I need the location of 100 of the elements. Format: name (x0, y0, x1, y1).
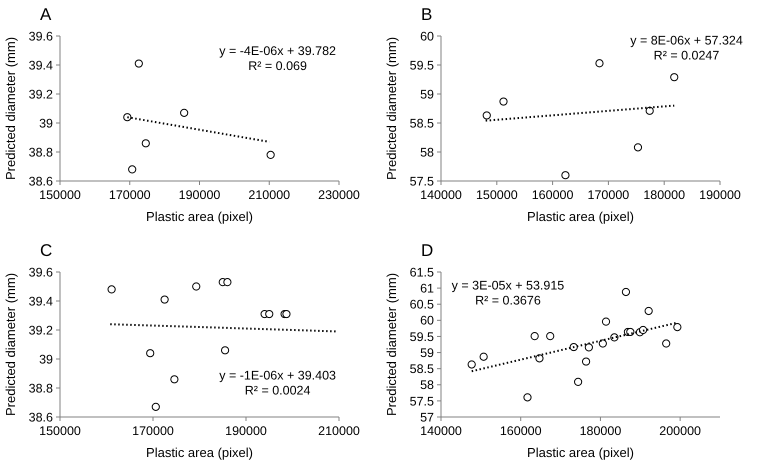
x-axis-title: Plastic area (pixel) (527, 209, 634, 224)
y-tick-label: 59 (420, 87, 434, 102)
y-tick-label: 58.5 (410, 116, 434, 130)
annotation: y = -4E-06x + 39.782 (219, 44, 336, 58)
x-tick-label: 200000 (659, 424, 702, 438)
annotation: y = -1E-06x + 39.403 (219, 368, 336, 382)
point (662, 339, 670, 348)
point (468, 360, 476, 369)
point (499, 97, 508, 106)
y-tick-label: 61 (420, 281, 434, 296)
point (266, 150, 275, 159)
chart-title: A (40, 5, 52, 24)
point (223, 278, 232, 286)
y-tick-label: 61.5 (410, 265, 434, 280)
x-tick-label: 160000 (532, 188, 574, 202)
chart-title: B (421, 5, 432, 24)
x-axis-title: Plastic area (pixel) (527, 445, 634, 460)
y-axis-title: Predicted diameter (mm) (384, 272, 399, 416)
annotation: y = 3E-05x + 53.915 (452, 278, 564, 292)
x-tick-label: 190000 (699, 188, 741, 202)
x-tick-label: 210000 (318, 424, 360, 438)
y-tick-label: 58 (420, 145, 434, 160)
point (480, 352, 488, 361)
point (123, 113, 132, 122)
y-tick-label: 39.6 (28, 265, 54, 280)
x-tick-label: 170000 (132, 424, 174, 438)
x-tick-label: 140000 (420, 424, 462, 438)
y-axis-title: Predicted diameter (mm) (384, 36, 399, 180)
y-tick-label: 57.5 (410, 394, 434, 408)
y-tick-label: 39.2 (28, 323, 54, 338)
x-tick-label: 150000 (39, 424, 81, 438)
point (170, 375, 178, 384)
x-tick-label: 160000 (500, 424, 542, 438)
y-tick-label: 38.6 (28, 410, 54, 424)
point (622, 288, 630, 296)
point (584, 343, 593, 352)
y-tick-label: 38.6 (28, 174, 54, 188)
y-tick-label: 39.2 (28, 87, 54, 102)
y-axis-title: Predicted diameter (mm) (3, 36, 18, 180)
point (574, 378, 582, 386)
point (146, 349, 154, 358)
point (530, 332, 539, 340)
point (634, 143, 642, 152)
y-tick-label: 57.5 (410, 174, 434, 188)
point (134, 59, 143, 68)
y-tick-label: 38.8 (28, 145, 54, 160)
point (602, 318, 610, 326)
point (523, 393, 532, 402)
y-tick-label: 39 (39, 116, 54, 130)
y-tick-label: 60.5 (410, 298, 434, 312)
annotation: R² = 0.3676 (475, 293, 541, 308)
point (546, 332, 554, 340)
point (673, 323, 682, 332)
x-axis-title: Plastic area (pixel) (146, 445, 253, 460)
point (482, 111, 491, 120)
point (561, 171, 570, 180)
chart-title: C (40, 241, 52, 260)
point (265, 310, 274, 318)
point (152, 402, 160, 411)
point (220, 346, 230, 354)
y-tick-label: 39 (39, 352, 54, 366)
y-tick-label: 39.4 (28, 58, 54, 72)
y-tick-label: 59.5 (410, 330, 434, 344)
annotation: y = 8E-06x + 57.324 (630, 34, 743, 48)
y-tick-label: 60 (420, 29, 434, 44)
y-axis-title: Predicted diameter (mm) (3, 272, 18, 416)
point (582, 357, 590, 366)
annotation: R² = 0.0247 (654, 48, 720, 63)
x-tick-label: 190000 (178, 188, 220, 202)
y-tick-label: 59 (420, 346, 434, 360)
y-tick-label: 39.4 (28, 294, 54, 308)
point (644, 306, 653, 316)
point (535, 354, 544, 362)
annotation: R² = 0.0024 (244, 383, 310, 398)
x-tick-label: 170000 (108, 188, 151, 202)
x-tick-label: 180000 (580, 424, 622, 438)
point (128, 165, 136, 174)
x-tick-label: 230000 (318, 188, 360, 202)
x-tick-label: 140000 (420, 188, 462, 202)
y-tick-label: 57 (420, 410, 434, 424)
point (646, 106, 654, 115)
x-tick-label: 150000 (39, 188, 81, 202)
point (598, 339, 607, 348)
point (180, 108, 188, 117)
x-tick-label: 210000 (248, 188, 290, 202)
point (192, 282, 200, 291)
point (595, 59, 604, 68)
x-tick-label: 190000 (225, 424, 267, 438)
x-tick-label: 180000 (643, 188, 686, 202)
x-axis-title: Plastic area (pixel) (146, 209, 253, 224)
y-tick-label: 58.5 (410, 362, 434, 376)
point (670, 73, 678, 82)
chart-title: D (421, 241, 434, 260)
x-tick-label: 150000 (476, 188, 518, 202)
point (142, 139, 150, 148)
point (160, 295, 169, 304)
x-tick-label: 170000 (588, 188, 630, 202)
y-tick-label: 39.6 (28, 29, 54, 44)
annotation: R² = 0.069 (248, 58, 308, 73)
y-tick-label: 58 (420, 378, 434, 392)
